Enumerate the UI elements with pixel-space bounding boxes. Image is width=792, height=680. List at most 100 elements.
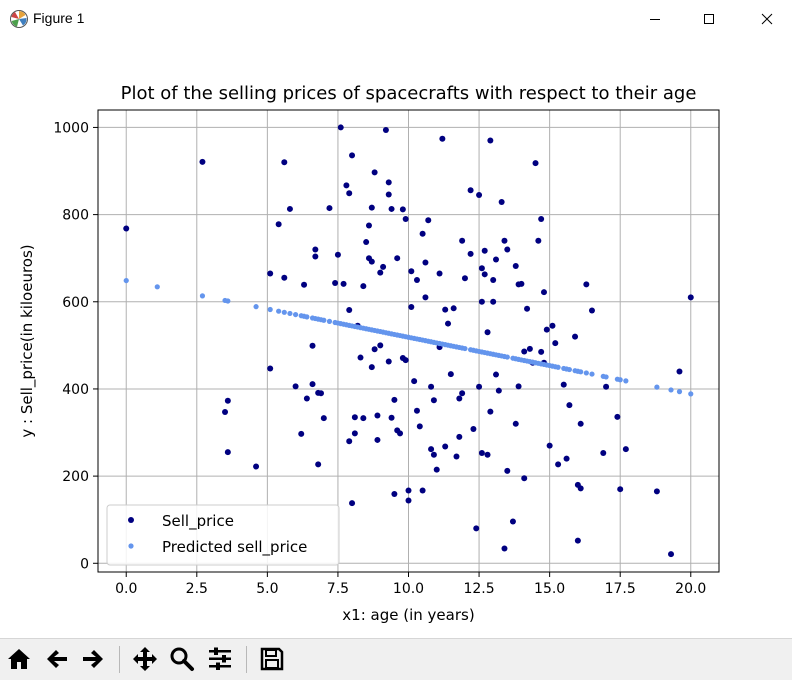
data-point <box>292 383 299 390</box>
data-point <box>416 423 423 430</box>
data-point <box>368 364 375 371</box>
data-point <box>439 135 446 142</box>
data-point <box>473 525 480 532</box>
data-point <box>391 490 398 497</box>
prediction-point <box>668 387 674 393</box>
data-point <box>351 430 358 437</box>
data-point <box>676 368 683 375</box>
data-point <box>368 258 375 265</box>
data-point <box>267 365 274 372</box>
data-point <box>360 415 367 422</box>
data-point <box>419 487 426 494</box>
prediction-point <box>462 345 468 352</box>
data-point <box>298 430 305 437</box>
data-point <box>281 274 288 281</box>
data-point <box>467 250 474 257</box>
data-point <box>526 345 533 352</box>
maximize-icon <box>704 14 714 24</box>
zoom-button[interactable] <box>167 644 197 674</box>
data-point <box>504 467 511 474</box>
data-point <box>411 378 418 385</box>
close-button[interactable] <box>744 0 790 38</box>
data-point <box>453 453 460 460</box>
data-point <box>430 451 437 458</box>
legend-marker-sell-price <box>128 517 134 523</box>
data-point <box>408 304 415 311</box>
data-point <box>357 354 364 361</box>
data-point <box>484 451 491 458</box>
prediction-point <box>154 284 160 290</box>
data-point <box>419 230 426 237</box>
data-point <box>343 182 350 189</box>
data-point <box>413 276 420 283</box>
data-point <box>532 160 539 167</box>
prediction-point <box>281 309 287 315</box>
data-point <box>371 169 378 176</box>
home-button[interactable] <box>4 644 34 674</box>
data-point <box>309 381 316 388</box>
data-point <box>560 381 567 388</box>
x-tick-label: 15.0 <box>534 581 565 597</box>
data-point <box>653 488 660 495</box>
prediction-point <box>583 370 589 376</box>
data-point <box>405 487 412 494</box>
move-icon <box>133 647 157 671</box>
data-point <box>309 342 316 349</box>
data-point <box>481 247 488 254</box>
save-button[interactable] <box>257 644 287 674</box>
data-point <box>377 342 384 349</box>
pan-button[interactable] <box>130 644 160 674</box>
data-point <box>365 222 372 229</box>
prediction-point <box>688 391 694 397</box>
data-point <box>351 414 358 421</box>
maximize-button[interactable] <box>686 0 732 38</box>
data-point <box>461 275 468 282</box>
prediction-point <box>253 304 259 310</box>
prediction-point <box>199 293 206 299</box>
data-point <box>470 426 477 433</box>
back-button[interactable] <box>42 644 72 674</box>
x-tick-label: 10.0 <box>393 581 424 597</box>
y-tick-label: 200 <box>62 469 89 485</box>
prediction-point <box>603 374 609 380</box>
data-point <box>546 442 553 449</box>
plot-frame <box>97 109 720 573</box>
data-point <box>315 461 322 468</box>
data-point <box>380 263 387 270</box>
data-point <box>509 518 516 525</box>
data-point <box>388 414 395 421</box>
data-point <box>501 545 508 552</box>
forward-button[interactable] <box>78 644 108 674</box>
toolbar-separator <box>119 646 120 673</box>
data-point <box>281 159 288 166</box>
data-point <box>535 237 542 244</box>
data-point <box>456 395 463 402</box>
data-point <box>332 280 339 287</box>
data-point <box>498 198 505 205</box>
y-axis-label: y : Sell_price(in kiloeuros) <box>18 244 37 437</box>
chart-title: Plot of the selling prices of spacecraft… <box>121 83 697 104</box>
data-point <box>493 256 500 263</box>
data-point <box>518 280 525 287</box>
x-tick-label: 2.5 <box>186 581 208 597</box>
data-point <box>476 383 483 390</box>
data-point <box>478 450 485 457</box>
data-point <box>577 485 584 492</box>
minimize-icon <box>650 19 660 20</box>
data-point <box>199 158 206 165</box>
data-point <box>385 358 392 365</box>
data-point <box>617 486 624 493</box>
data-point <box>346 438 353 445</box>
data-point <box>377 269 384 276</box>
configure-subplots-button[interactable] <box>205 644 235 674</box>
data-point <box>374 436 381 443</box>
prediction-point <box>321 317 327 323</box>
arrow-right-icon <box>83 650 103 668</box>
data-point <box>450 305 457 312</box>
data-point <box>459 390 466 397</box>
legend: Sell_price Predicted sell_price <box>106 504 340 566</box>
data-point <box>501 237 508 244</box>
figure-canvas: 0.0 2.5 5.0 7.5 10.0 12.5 15.0 17.5 20.0 0 200 400 6… <box>0 38 792 638</box>
data-point <box>476 191 483 198</box>
minimize-button[interactable] <box>632 0 678 38</box>
